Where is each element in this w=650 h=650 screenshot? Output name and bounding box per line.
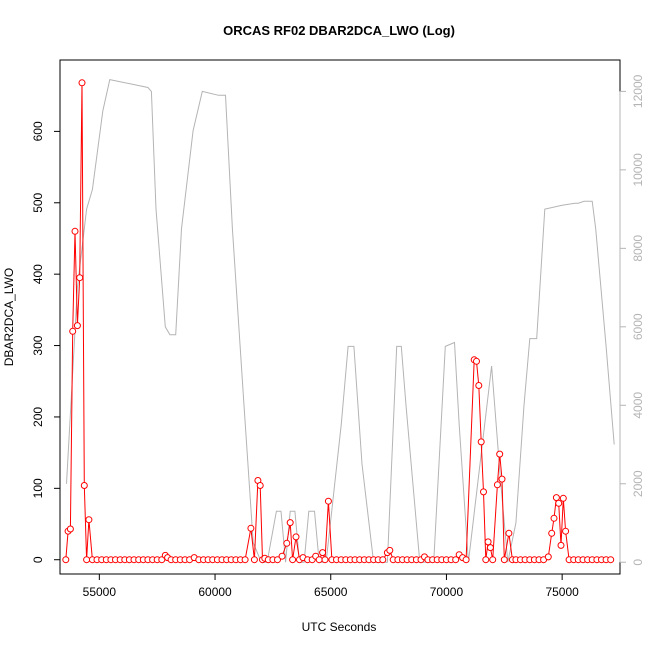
series-primary-points: [62, 79, 615, 564]
data-point-97: [452, 556, 460, 564]
data-point-6: [76, 274, 84, 282]
y-tick-label: 600: [31, 121, 45, 141]
data-point-66: [319, 549, 327, 557]
data-point-112: [498, 475, 506, 483]
y-tick-label: 500: [31, 192, 45, 212]
data-point-0: [62, 556, 70, 564]
y-tick-label: 400: [31, 264, 45, 284]
data-point-108: [486, 544, 494, 552]
data-point-7: [78, 79, 86, 87]
data-point-49: [256, 482, 264, 489]
data-point-125: [550, 514, 558, 522]
data-point-10: [85, 516, 93, 524]
data-point-140: [607, 556, 615, 564]
data-point-5: [73, 322, 81, 330]
plot-area: [62, 79, 615, 564]
data-point-109: [489, 556, 497, 564]
data-point-105: [480, 488, 487, 496]
data-point-67: [321, 556, 329, 564]
data-point-2: [66, 525, 74, 533]
data-point-111: [496, 450, 504, 458]
data-point-4: [71, 227, 79, 235]
y2-tick-label: 12000: [631, 74, 645, 108]
data-point-57: [286, 519, 294, 527]
data-point-113: [500, 556, 508, 564]
y-tick-label: 200: [31, 407, 45, 427]
data-point-58: [289, 556, 297, 564]
y2-tick-label: 0: [631, 559, 645, 566]
x-tick-label: 65000: [314, 585, 348, 599]
y2-tick-label: 4000: [631, 392, 645, 419]
data-point-80: [379, 556, 387, 564]
data-point-123: [544, 553, 552, 561]
y2-tick-label: 10000: [631, 153, 645, 187]
data-point-114: [505, 529, 513, 537]
data-point-100: [462, 556, 470, 564]
data-point-110: [493, 481, 501, 489]
data-point-107: [484, 538, 492, 546]
x-axis-label: UTC Seconds: [302, 620, 377, 634]
data-point-54: [274, 556, 281, 564]
chart-title: ORCAS RF02 DBAR2DCA_LWO (Log): [223, 23, 455, 38]
data-point-124: [548, 529, 556, 537]
data-point-82: [386, 546, 394, 554]
y-tick-label: 100: [31, 478, 45, 498]
data-point-104: [477, 438, 485, 446]
y2-tick-label: 2000: [631, 470, 645, 497]
y-tick-label: 300: [31, 335, 45, 355]
x-axis: 55000 60000 65000 70000 75000: [83, 573, 579, 599]
y-tick-label: 0: [31, 556, 45, 563]
data-point-55: [278, 552, 286, 560]
data-point-102: [473, 357, 480, 365]
data-point-3: [69, 327, 77, 335]
data-point-8: [80, 482, 88, 489]
x-tick-label: 55000: [83, 585, 117, 599]
data-point-130: [562, 527, 570, 535]
data-point-9: [83, 556, 91, 564]
data-point-129: [559, 494, 567, 502]
data-point-68: [324, 497, 332, 505]
data-point-65: [315, 556, 323, 564]
x-tick-label: 70000: [430, 585, 464, 599]
y2-tick-label: 8000: [631, 235, 645, 262]
y-axis-right: 0 2000 4000 6000 8000 10000 12000: [619, 74, 645, 566]
x-tick-label: 75000: [545, 585, 579, 599]
y2-tick-label: 6000: [631, 313, 645, 340]
data-point-59: [292, 533, 300, 541]
data-point-45: [241, 556, 249, 564]
data-point-127: [555, 499, 563, 507]
data-point-128: [557, 541, 565, 549]
data-point-56: [283, 539, 291, 547]
y-axis-label: DBAR2DCA_LWO: [2, 268, 16, 366]
data-point-106: [482, 556, 490, 564]
data-point-126: [552, 494, 560, 502]
data-point-103: [475, 382, 483, 389]
x-tick-label: 60000: [198, 585, 232, 599]
y-axis-left: 0 100 200 300 400 500 600: [31, 121, 61, 563]
data-point-46: [247, 524, 255, 532]
data-point-47: [250, 556, 258, 564]
